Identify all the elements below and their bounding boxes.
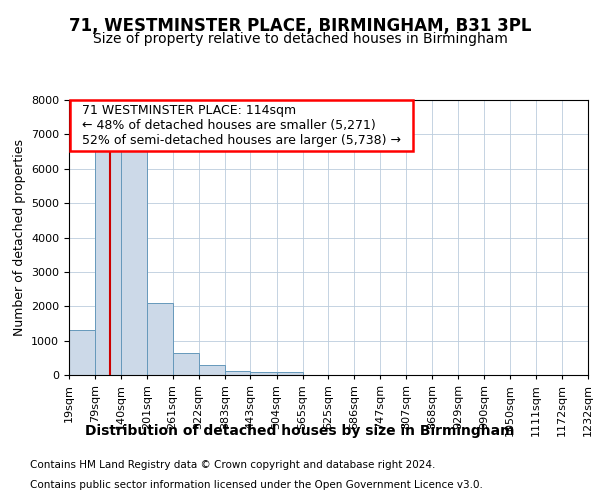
Text: Size of property relative to detached houses in Birmingham: Size of property relative to detached ho… [92, 32, 508, 46]
Text: Contains public sector information licensed under the Open Government Licence v3: Contains public sector information licen… [30, 480, 483, 490]
Bar [277, 372, 302, 375]
Text: Contains HM Land Registry data © Crown copyright and database right 2024.: Contains HM Land Registry data © Crown c… [30, 460, 436, 470]
Bar [225, 370, 250, 375]
Bar [69, 330, 95, 375]
Y-axis label: Number of detached properties: Number of detached properties [13, 139, 26, 336]
Text: 71 WESTMINSTER PLACE: 114sqm  
  ← 48% of detached houses are smaller (5,271)  
: 71 WESTMINSTER PLACE: 114sqm ← 48% of de… [74, 104, 409, 147]
Bar [250, 372, 277, 375]
Bar [173, 352, 199, 375]
Text: Distribution of detached houses by size in Birmingham: Distribution of detached houses by size … [85, 424, 515, 438]
Bar [147, 303, 173, 375]
Bar [199, 364, 225, 375]
Bar [95, 148, 121, 375]
Text: 71, WESTMINSTER PLACE, BIRMINGHAM, B31 3PL: 71, WESTMINSTER PLACE, BIRMINGHAM, B31 3… [69, 18, 531, 36]
Bar [121, 148, 147, 375]
